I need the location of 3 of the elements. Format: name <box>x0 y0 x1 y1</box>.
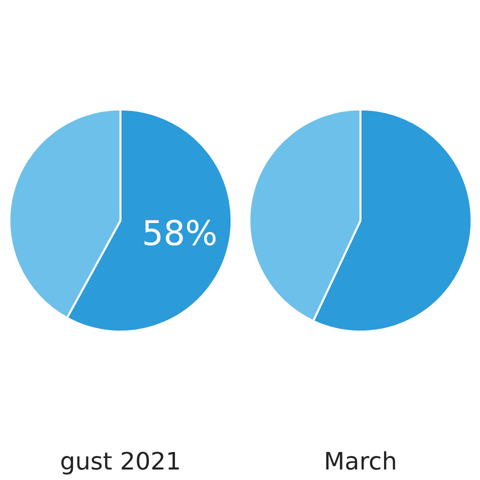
text: March <box>324 448 398 476</box>
text: gust 2021 <box>60 448 182 476</box>
data-label: 58% <box>142 214 218 254</box>
